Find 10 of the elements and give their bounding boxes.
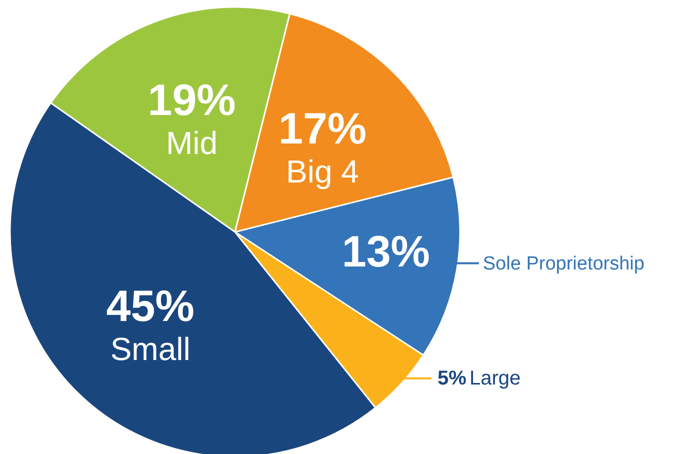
slice-label: Large xyxy=(469,367,521,390)
data-label: 5% xyxy=(437,367,467,390)
data-label: 17% xyxy=(278,104,367,154)
slice-label: Sole Proprietorship xyxy=(482,253,644,274)
data-label: 13% xyxy=(342,227,430,276)
data-label: 19% xyxy=(148,76,236,126)
slice-label: Mid xyxy=(166,125,218,162)
slice-label: Big 4 xyxy=(286,153,359,190)
data-label: 45% xyxy=(106,282,194,332)
slice-label: Small xyxy=(110,331,190,368)
